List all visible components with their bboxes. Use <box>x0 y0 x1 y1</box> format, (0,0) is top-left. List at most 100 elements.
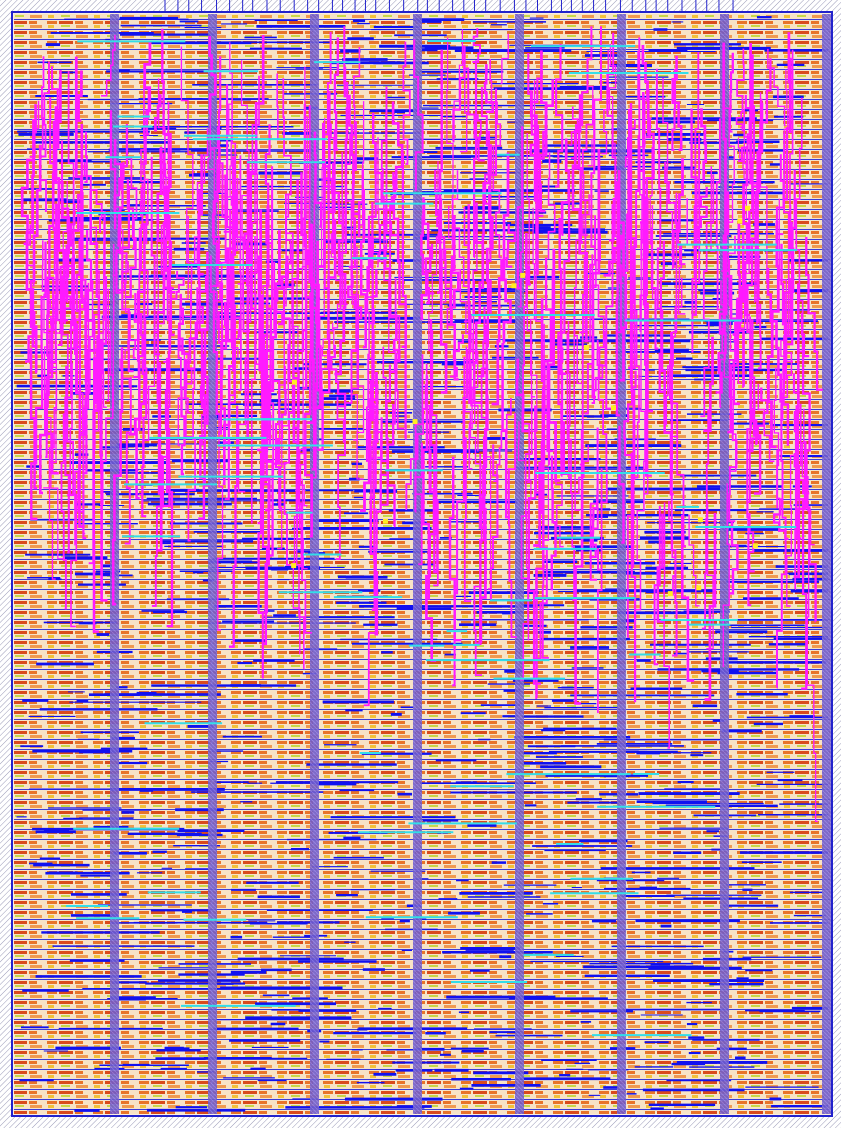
metal-v <box>640 246 649 495</box>
metal-v <box>480 130 491 289</box>
metal-v <box>29 144 42 374</box>
metal-v <box>617 198 622 334</box>
power-strap <box>822 14 831 1114</box>
metal-v <box>704 513 717 701</box>
metal-v <box>472 202 484 405</box>
routing <box>16 14 831 1114</box>
metal-v <box>392 176 407 349</box>
metal-v <box>589 427 599 581</box>
metal-v <box>413 39 424 191</box>
metal-v <box>507 413 517 638</box>
metal-v <box>369 201 374 422</box>
metal-v <box>65 124 84 303</box>
metal-v <box>101 34 116 97</box>
via <box>511 283 517 289</box>
metal-v <box>630 452 637 703</box>
metal-v <box>128 358 146 436</box>
metal-v <box>465 346 473 470</box>
metal-v <box>524 233 531 286</box>
metal-v <box>436 209 443 244</box>
metal-v <box>224 209 236 501</box>
metal-v <box>39 56 47 212</box>
metal-v <box>801 336 817 623</box>
metal-v <box>43 327 57 489</box>
metal-v <box>60 365 68 610</box>
metal-v <box>690 108 698 316</box>
metal-v <box>618 425 625 544</box>
metal-v <box>463 45 485 162</box>
metal-v <box>261 404 270 646</box>
metal-v <box>379 112 387 254</box>
metal-v <box>117 244 129 292</box>
metal-v <box>231 96 244 285</box>
metal-v <box>540 441 549 659</box>
metal-v <box>473 60 478 259</box>
metal-v <box>58 203 76 290</box>
metal-v <box>547 151 556 260</box>
metal-v <box>77 70 83 122</box>
metal-v <box>533 298 546 547</box>
metal-v <box>655 68 662 310</box>
metal-v <box>786 169 796 346</box>
metal-v <box>520 391 533 641</box>
metal-v <box>64 320 73 554</box>
metal-v <box>459 74 468 153</box>
metal-v <box>249 35 265 311</box>
metal-v <box>163 189 173 269</box>
metal-v <box>359 189 367 349</box>
metal-v <box>69 362 78 628</box>
metal-v <box>591 149 601 399</box>
metal-v <box>806 548 818 823</box>
metal-v <box>291 179 300 430</box>
metal-v <box>111 347 124 606</box>
metal-v <box>767 221 780 449</box>
via <box>745 205 751 211</box>
via <box>382 518 388 524</box>
metal-v <box>517 421 532 521</box>
metal-v <box>566 332 575 602</box>
metal-v <box>184 340 196 414</box>
metal-v <box>472 28 481 63</box>
metal-v <box>43 276 64 560</box>
metal-v <box>737 218 745 389</box>
metal-v <box>74 238 82 349</box>
metal-v <box>736 48 746 129</box>
metal-v <box>671 158 684 270</box>
metal-v <box>615 181 621 417</box>
metal-v <box>715 118 723 311</box>
metal-v <box>420 200 432 321</box>
metal-v <box>125 179 137 299</box>
via <box>584 344 590 350</box>
metal-v <box>792 373 800 452</box>
metal-v <box>330 344 347 408</box>
metal-v <box>257 307 273 525</box>
metal-v <box>624 118 636 168</box>
metal-v <box>477 306 486 378</box>
metal-v <box>177 328 182 389</box>
metal-v <box>119 340 131 389</box>
metal-v <box>151 357 171 607</box>
metal-v <box>590 26 603 248</box>
metal-v <box>728 413 738 523</box>
metal-v <box>184 275 208 356</box>
metal-v <box>29 348 38 490</box>
metal-v <box>74 314 84 513</box>
metal-v <box>530 207 538 432</box>
metal-v <box>238 155 242 391</box>
metal-v <box>573 445 589 495</box>
metal-v <box>721 235 736 272</box>
metal-v <box>140 87 150 245</box>
via <box>697 517 703 523</box>
metal-v <box>793 440 807 579</box>
metal-v <box>805 236 823 391</box>
metal-v <box>728 259 737 352</box>
metal-v <box>573 310 581 511</box>
metal-v <box>475 114 482 148</box>
metal-v <box>786 405 797 607</box>
metal-v <box>796 404 808 690</box>
metal-v <box>452 409 466 687</box>
metal-v <box>140 133 149 362</box>
metal-v <box>84 280 94 394</box>
metal-v <box>296 66 308 320</box>
